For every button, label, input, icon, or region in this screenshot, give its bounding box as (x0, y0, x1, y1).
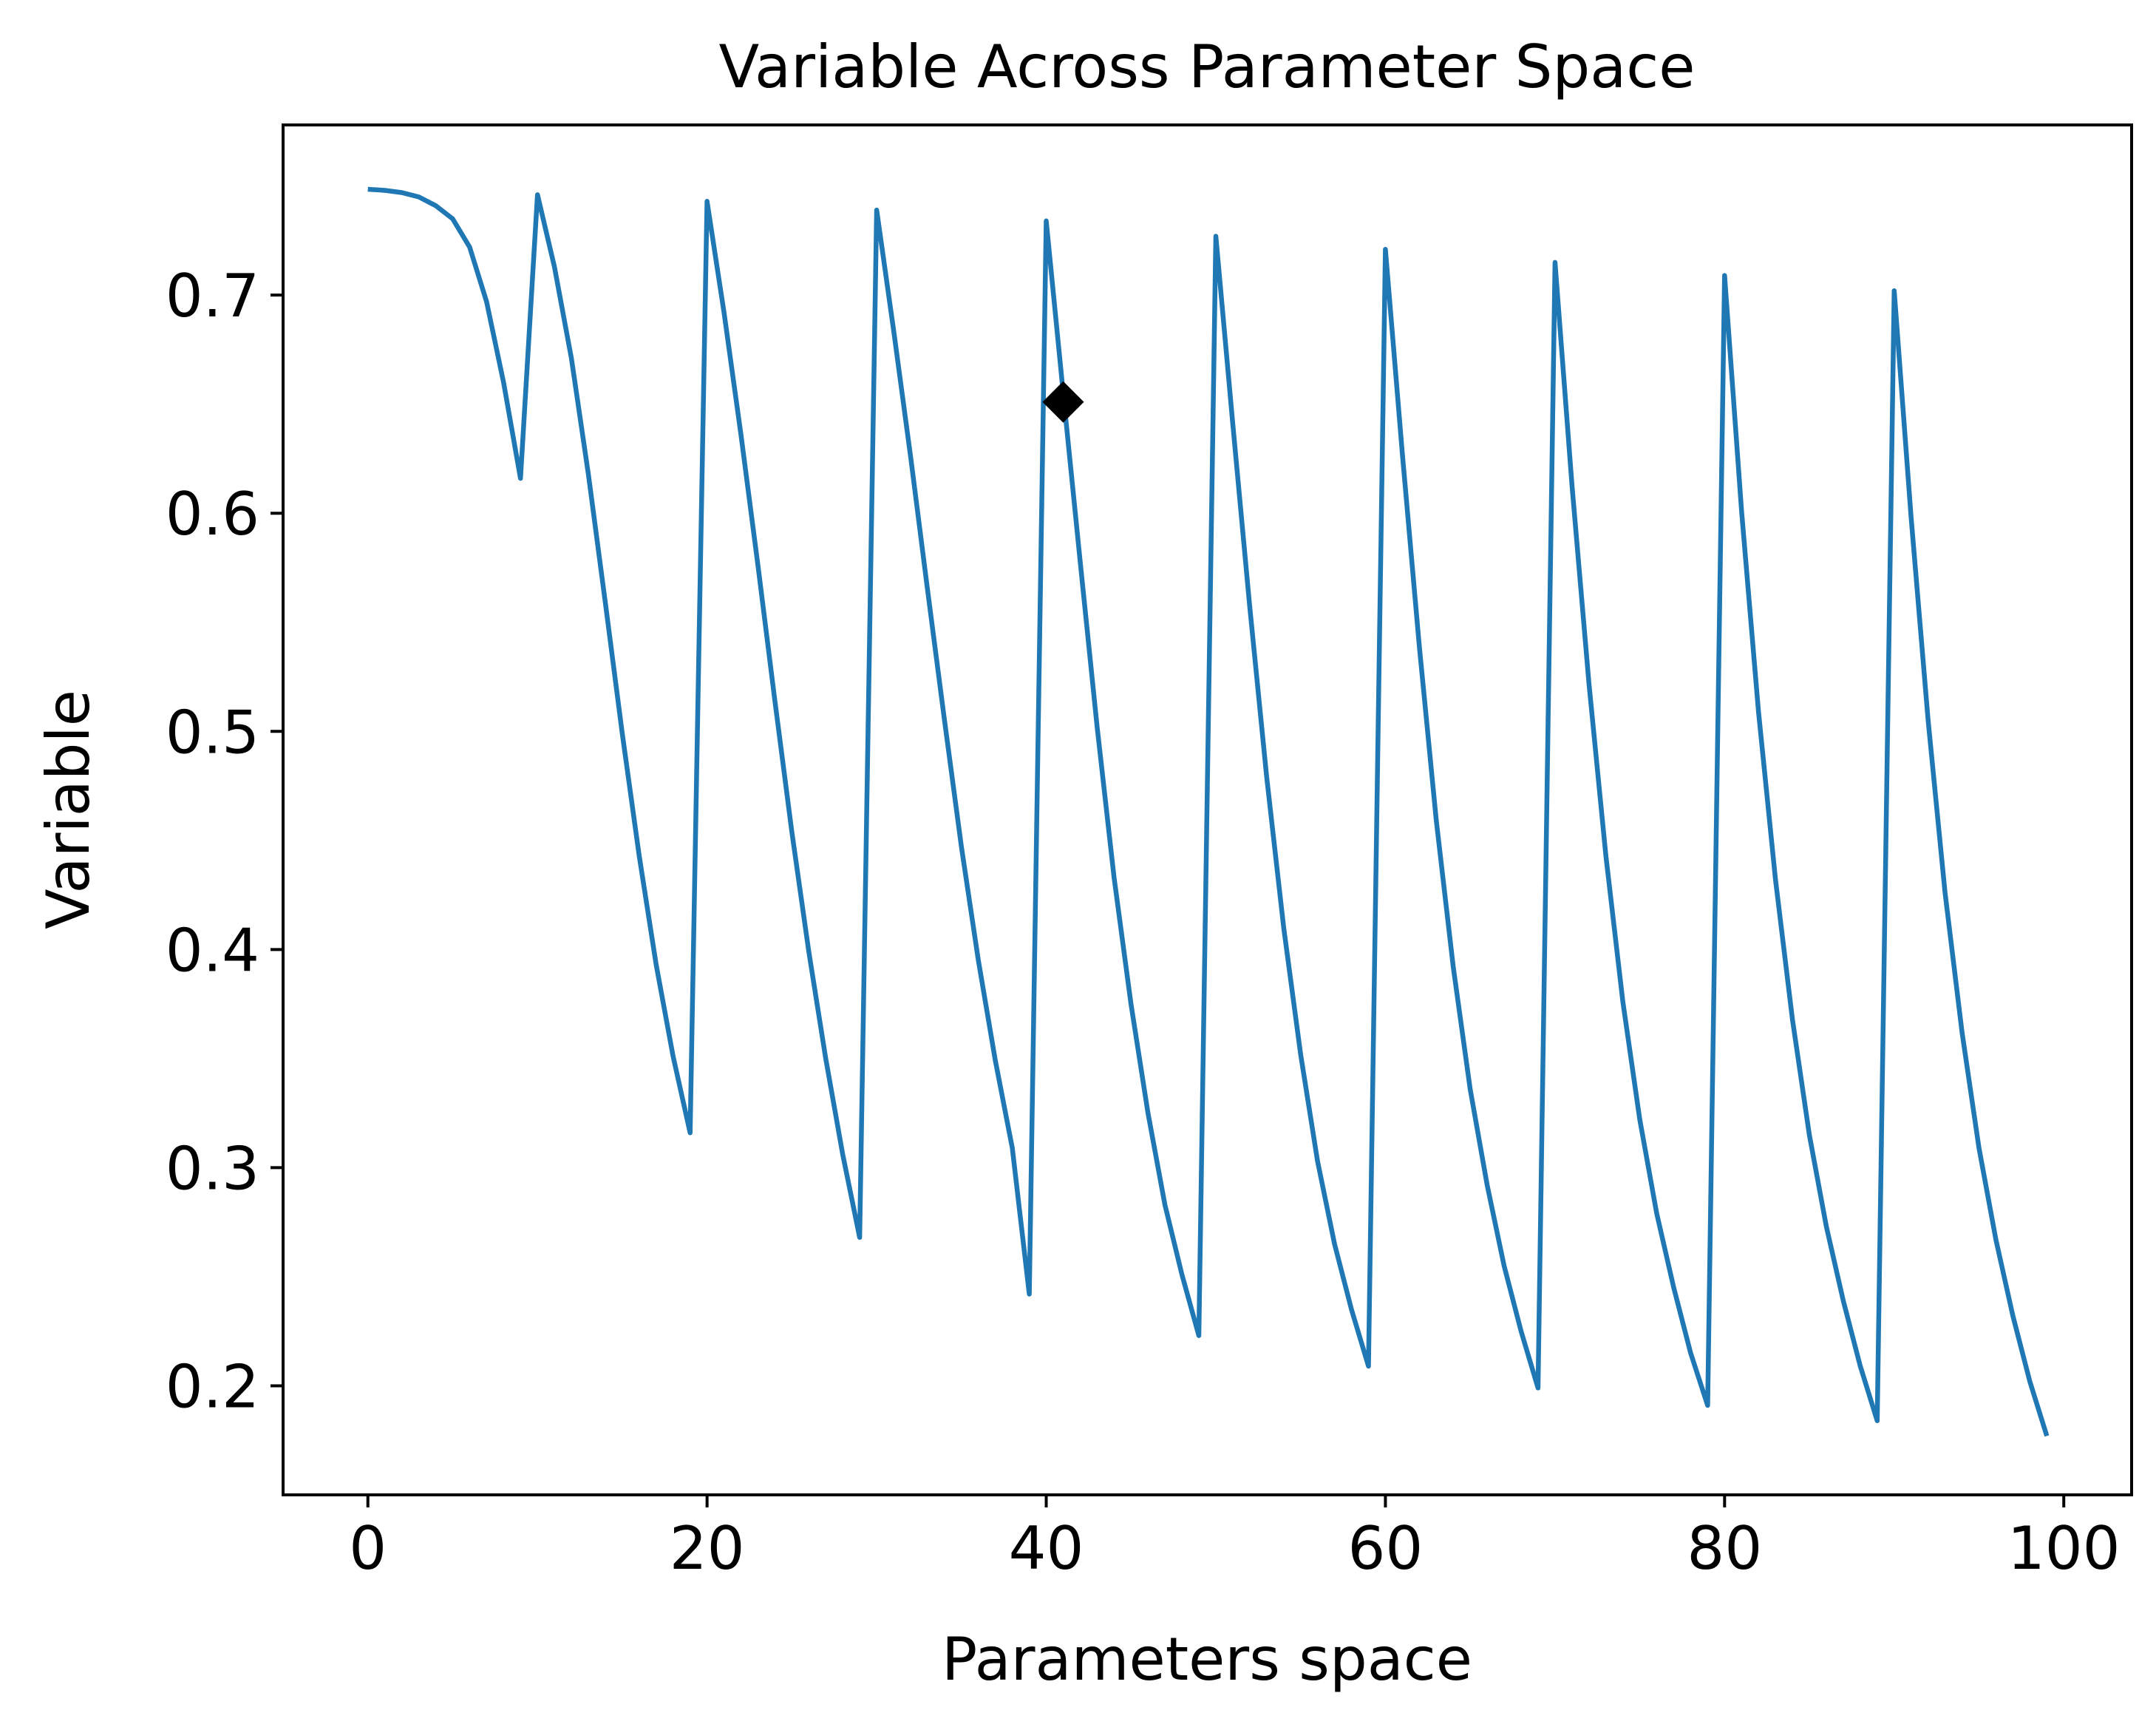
axis-ticks: 0 20 40 60 80 100 0.2 0.3 0.4 0.5 0.6 0.7 (166, 262, 2121, 1583)
x-tick-label: 0 (349, 1514, 387, 1583)
diamond-marker (1042, 381, 1084, 423)
x-tick-label: 80 (1687, 1514, 1762, 1583)
y-tick-label: 0.3 (166, 1134, 259, 1203)
y-tick-label: 0.4 (166, 916, 259, 985)
x-tick-label: 100 (2007, 1514, 2121, 1583)
y-tick-label: 0.2 (166, 1352, 259, 1421)
y-tick-label: 0.6 (166, 480, 259, 549)
markers (1042, 381, 1084, 423)
series-line (367, 186, 2050, 1437)
x-axis-label: Parameters space (942, 1625, 1472, 1694)
y-tick-label: 0.7 (166, 262, 259, 330)
y-tick-label: 0.5 (166, 698, 259, 767)
chart-title: Variable Across Parameter Space (719, 33, 1696, 101)
x-tick-label: 60 (1348, 1514, 1424, 1583)
y-axis-label: Variable (34, 690, 103, 929)
x-tick-label: 20 (670, 1514, 745, 1583)
plot-frame (282, 123, 2133, 1496)
x-tick-label: 40 (1009, 1514, 1084, 1583)
plot-area (367, 186, 2050, 1437)
